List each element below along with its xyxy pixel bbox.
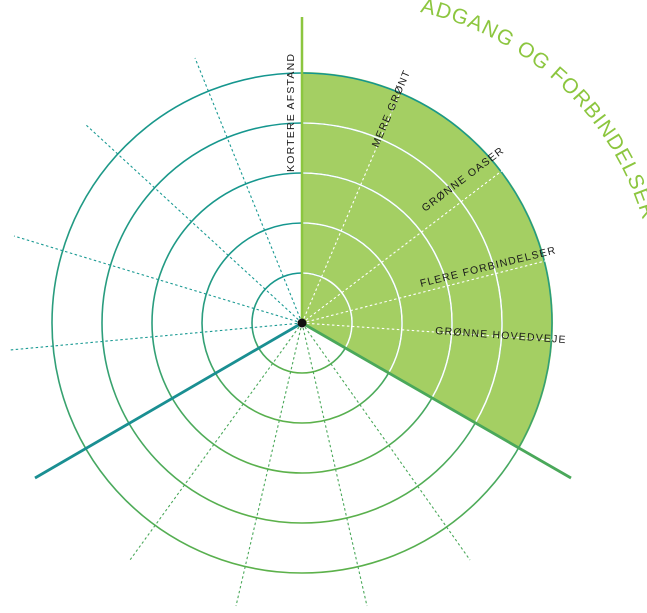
spoke-s-4 [301, 322, 471, 561]
spoke-s-3 [301, 322, 368, 607]
center-dot [297, 318, 307, 328]
spoke-flere-forbindelser [301, 259, 550, 324]
spoke-gronne-hovedveje [301, 322, 553, 341]
spoke-w-1 [13, 235, 303, 324]
spoke-s-2 [235, 322, 303, 607]
spoke-s-1 [129, 322, 303, 561]
spoke-nw-2 [84, 123, 303, 324]
label-kortere-afstand: KORTERE AFSTAND [285, 53, 297, 172]
axis-lower-left [34, 321, 303, 480]
sector-rings [301, 122, 503, 424]
spoke-w-2 [9, 322, 303, 351]
spoke-mere-gront [301, 63, 413, 324]
highlight-sector [302, 72, 554, 449]
axis-lower-right [301, 321, 572, 480]
dotted-spokes [9, 57, 553, 607]
spoke-gronne-oaser [301, 169, 504, 324]
